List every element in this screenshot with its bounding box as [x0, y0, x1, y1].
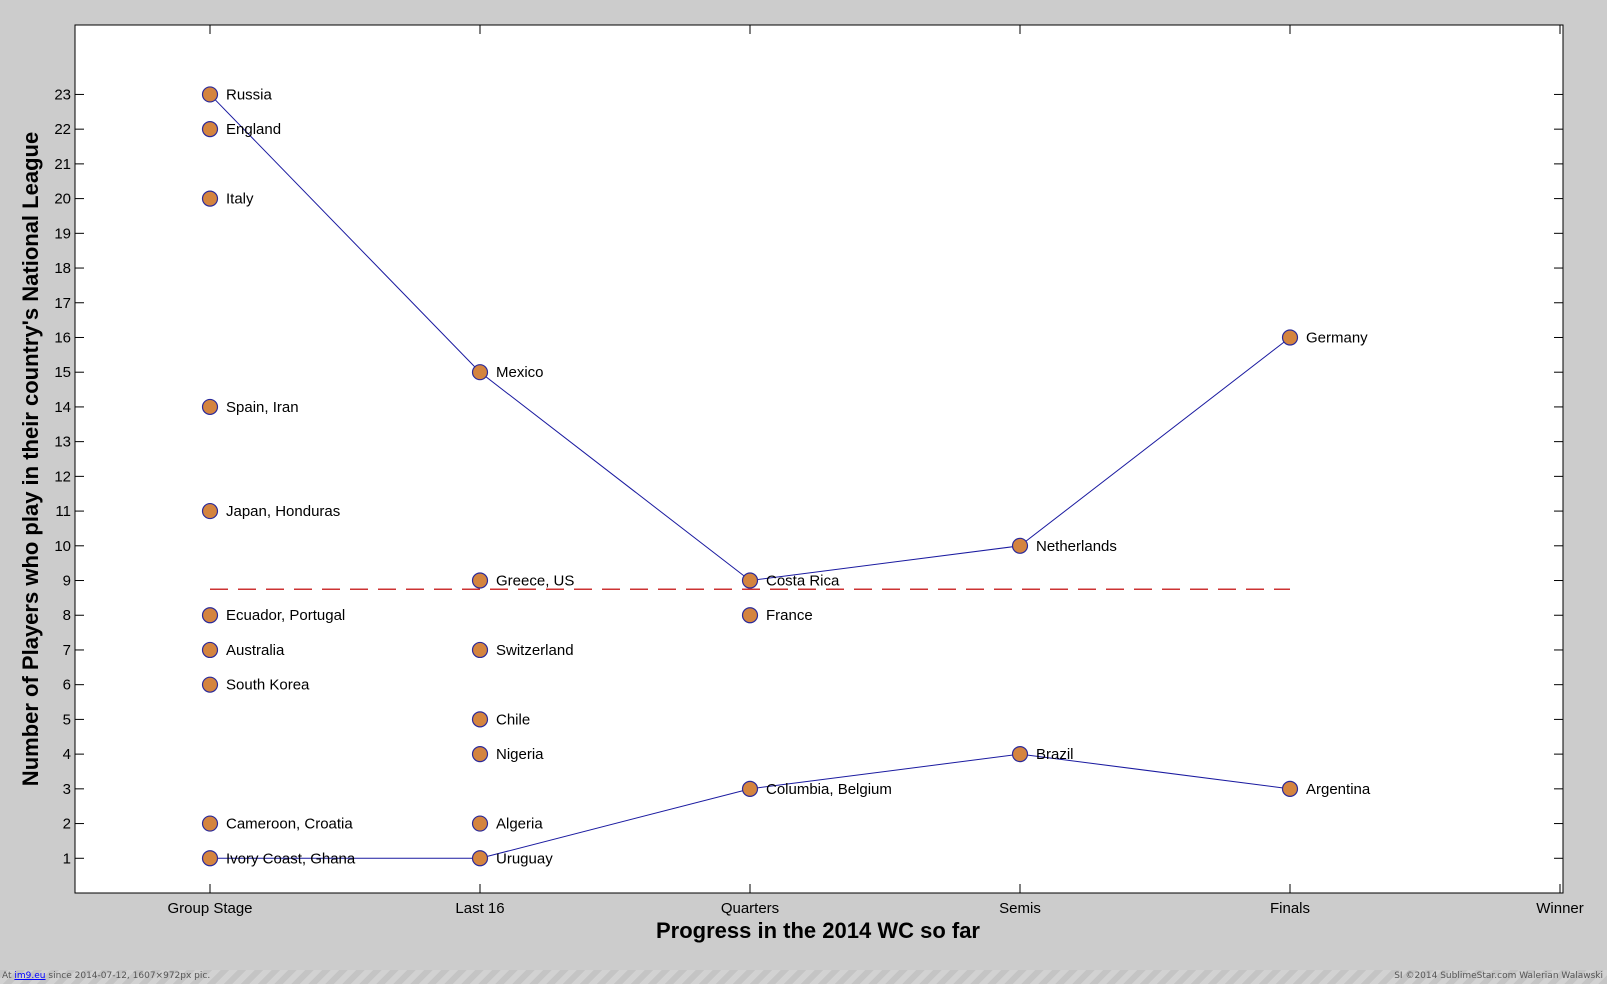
y-tick-label: 22: [54, 121, 71, 138]
data-point: [471, 746, 489, 763]
y-tick-label: 13: [54, 434, 71, 451]
y-tick-label: 20: [54, 191, 71, 208]
point-label: South Korea: [226, 677, 310, 694]
data-point: [741, 572, 759, 589]
y-tick-label: 4: [63, 746, 71, 763]
data-point: [1011, 537, 1029, 554]
footer-prefix: At: [2, 971, 12, 981]
point-label: Italy: [226, 191, 254, 208]
point-label: England: [226, 121, 281, 138]
point-label: Russia: [226, 86, 273, 103]
plot-area: [74, 24, 1564, 894]
y-tick-label: 23: [54, 86, 71, 103]
y-tick-label: 7: [63, 642, 71, 659]
point-label: Argentina: [1306, 781, 1371, 798]
data-point: [471, 815, 489, 832]
data-point: [201, 190, 219, 207]
data-point: [1281, 329, 1299, 346]
y-tick-label: 8: [63, 607, 71, 624]
y-tick-label: 17: [54, 295, 71, 312]
data-point: [471, 850, 489, 867]
data-point: [201, 815, 219, 832]
y-tick-label: 19: [54, 225, 71, 242]
data-point: [201, 502, 219, 520]
point-labels: Russia England Italy Spain, Iran Japan, Hond…: [226, 86, 1371, 867]
data-point: [741, 607, 759, 624]
y-tick-label: 15: [54, 364, 71, 381]
footer-suffix: since 2014-07-12, 1607×972px pic.: [48, 971, 211, 981]
point-label: Japan, Honduras: [226, 503, 340, 520]
footer-site-link[interactable]: im9.eu: [14, 971, 46, 981]
y-tick-label: 16: [54, 329, 71, 346]
y-tick-label: 6: [63, 677, 71, 694]
data-points: [201, 86, 1299, 867]
y-tick-label: 2: [63, 816, 71, 833]
point-label: Nigeria: [496, 746, 544, 763]
data-point: [201, 850, 219, 867]
y-tick-label: 5: [63, 711, 71, 728]
point-label: Ivory Coast, Ghana: [226, 850, 356, 867]
x-tick-label: Winner: [1536, 900, 1584, 917]
x-tick-label: Semis: [999, 900, 1041, 917]
data-point: [201, 641, 219, 659]
footer-credit: At im9.eu since 2014-07-12, 1607×972px p…: [2, 971, 210, 981]
data-point: [471, 711, 489, 728]
point-label: Cameroon, Croatia: [226, 816, 353, 833]
axes: 1234567891011121314151617181920212223Gro…: [54, 25, 1584, 917]
data-point: [1281, 780, 1299, 797]
data-point: [201, 398, 219, 416]
x-tick-label: Quarters: [721, 900, 779, 917]
point-label: Uruguay: [496, 850, 553, 867]
data-point: [201, 121, 219, 138]
point-label: Algeria: [496, 816, 543, 833]
y-axis-title: Number of Players who play in their coun…: [18, 132, 43, 786]
data-point: [201, 607, 219, 624]
x-tick-label: Group Stage: [167, 900, 252, 917]
y-tick-label: 11: [55, 503, 71, 520]
point-label: France: [766, 607, 813, 624]
x-axis-title: Progress in the 2014 WC so far: [656, 918, 980, 943]
data-point: [201, 676, 219, 693]
y-tick-label: 3: [63, 781, 71, 798]
point-label: Costa Rica: [766, 573, 840, 590]
point-label: Spain, Iran: [226, 399, 299, 416]
data-point: [1011, 746, 1029, 763]
point-label: Switzerland: [496, 642, 574, 659]
data-point: [741, 780, 759, 797]
point-label: Mexico: [496, 364, 544, 381]
data-point: [471, 572, 489, 589]
point-label: Ecuador, Portugal: [226, 607, 345, 624]
footer-copyright: SI ©2014 SublimeStar.com Walerian Walaws…: [1394, 971, 1603, 981]
data-point: [471, 641, 489, 659]
point-label: Columbia, Belgium: [766, 781, 892, 798]
point-label: Germany: [1306, 329, 1368, 346]
y-tick-label: 21: [54, 156, 71, 173]
point-label: Brazil: [1036, 746, 1074, 763]
y-tick-label: 12: [54, 468, 71, 485]
y-tick-label: 1: [63, 850, 71, 867]
y-tick-label: 18: [54, 260, 71, 277]
x-tick-label: Last 16: [455, 900, 504, 917]
x-tick-label: Finals: [1270, 900, 1310, 917]
footer-bar: At im9.eu since 2014-07-12, 1607×972px p…: [0, 970, 1607, 984]
y-tick-label: 10: [54, 538, 71, 555]
y-tick-label: 14: [54, 399, 71, 416]
y-tick-label: 9: [63, 573, 71, 590]
point-label: Netherlands: [1036, 538, 1117, 555]
point-label: Australia: [226, 642, 285, 659]
data-point: [471, 364, 489, 381]
point-label: Greece, US: [496, 573, 574, 590]
data-point: [201, 86, 219, 103]
point-label: Chile: [496, 711, 530, 728]
